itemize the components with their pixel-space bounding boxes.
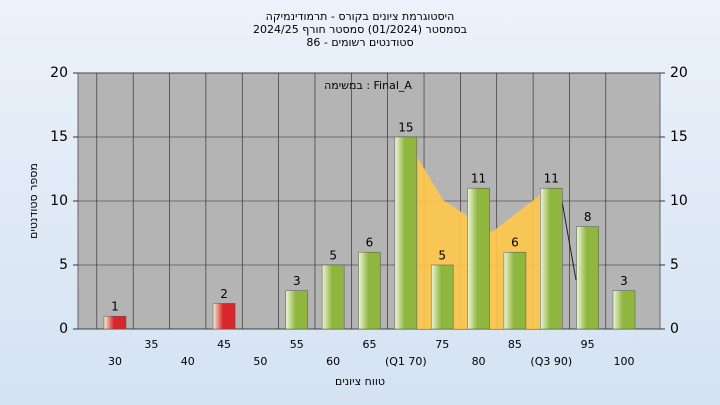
x-tick-label: 75	[435, 338, 449, 351]
x-tick-label: 30	[108, 355, 122, 368]
data-label: 8	[584, 210, 592, 224]
data-label: 6	[366, 236, 374, 250]
x-tick-label: 40	[181, 355, 195, 368]
x-tick-label: 55	[290, 338, 304, 351]
chart-title: היסטוגרמת ציונים בקורס - תרמודינמיקה	[266, 10, 455, 23]
bar	[212, 303, 236, 330]
data-label: 5	[438, 249, 446, 263]
x-tick-label: (Q3 90)	[530, 355, 572, 368]
y2-tick-label: 5	[670, 257, 679, 273]
y2-tick-label: 20	[670, 65, 688, 81]
x-tick-label: 100	[614, 355, 635, 368]
x-tick-label: 35	[144, 338, 158, 351]
bar	[576, 226, 599, 330]
bar	[612, 290, 636, 330]
bar	[285, 290, 309, 330]
y2-tick-label: 15	[670, 129, 688, 145]
x-tick-label: 50	[253, 355, 267, 368]
bar	[321, 264, 345, 330]
bar	[430, 264, 454, 330]
data-label: 15	[398, 121, 413, 135]
bar	[103, 315, 127, 330]
data-label: 2	[220, 287, 228, 301]
data-label: 11	[471, 172, 486, 186]
x-tick-label: 60	[326, 355, 340, 368]
y-tick-label: 10	[50, 193, 68, 209]
x-axis-label: טווח ציונים	[335, 375, 385, 388]
bar	[503, 251, 527, 330]
data-label: 1	[111, 300, 119, 314]
y-tick-label: 0	[59, 321, 68, 337]
x-tick-label: 45	[217, 338, 231, 351]
chart-subtitle: סטודנטים רשומים - 86	[306, 36, 413, 49]
chart-subtitle: בסמסטר (01/2024) סמסטר חורף 2024/25	[253, 23, 467, 36]
y2-tick-label: 10	[670, 193, 688, 209]
x-tick-label: 95	[581, 338, 595, 351]
bars: 1 2 3 5 6 15 5 11 6 11 8 3	[103, 121, 636, 330]
y-axis-label: מספר סטודנטים	[27, 163, 40, 239]
y-tick-label: 5	[59, 257, 68, 273]
annotation: במשימה : Final_A	[324, 79, 412, 92]
x-tick-label: 65	[363, 338, 377, 351]
data-label: 11	[544, 172, 559, 186]
data-label: 5	[329, 249, 337, 263]
bar	[394, 136, 418, 330]
x-tick-label: 85	[508, 338, 522, 351]
x-tick-label: (Q1 70)	[385, 355, 427, 368]
y-tick-label: 20	[50, 65, 68, 81]
data-label: 6	[511, 236, 519, 250]
data-label: 3	[620, 274, 628, 288]
data-label: 3	[293, 274, 301, 288]
bar	[358, 251, 381, 330]
y2-tick-label: 0	[670, 321, 679, 337]
bar	[467, 187, 490, 330]
bar	[540, 187, 563, 330]
y-tick-label: 15	[50, 129, 68, 145]
x-tick-label: 80	[472, 355, 486, 368]
trend-line	[559, 189, 577, 281]
